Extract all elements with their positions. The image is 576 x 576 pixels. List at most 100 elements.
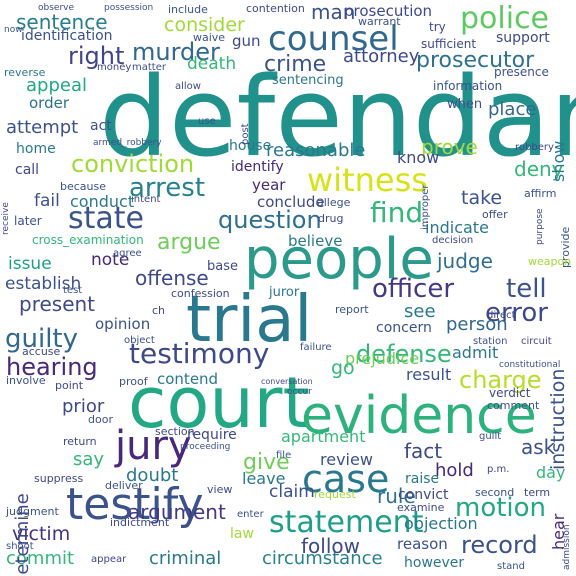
word: death <box>187 54 237 74</box>
word: indicate <box>425 218 489 237</box>
word: testify <box>66 479 204 530</box>
word: note <box>91 250 130 270</box>
word: confession <box>171 287 230 300</box>
word: jury <box>115 423 192 469</box>
word: point <box>55 379 84 392</box>
word: include <box>168 3 208 16</box>
word: claim <box>269 482 315 502</box>
word: sufficient <box>421 37 477 51</box>
word: offense <box>135 266 209 290</box>
word: because <box>60 180 107 193</box>
word: admit <box>452 343 499 362</box>
word: test <box>63 285 83 296</box>
word: affirm <box>524 187 557 200</box>
word: constitutional <box>499 360 561 370</box>
word: circumstance <box>262 548 383 569</box>
word: p.m. <box>487 464 510 475</box>
word: object <box>124 335 155 346</box>
word: see <box>404 301 436 322</box>
word: record <box>461 531 538 559</box>
word: intent <box>131 194 161 205</box>
word: indictment <box>110 516 170 529</box>
word: gun <box>232 32 261 50</box>
word: receive <box>1 202 11 235</box>
word: guilty <box>5 324 79 354</box>
word: observe <box>38 3 75 13</box>
word: person <box>446 314 508 335</box>
word: when <box>447 97 483 112</box>
word: house <box>229 138 272 154</box>
word: occur <box>287 387 312 397</box>
word: prosecution <box>344 2 433 20</box>
word: prejudice <box>345 349 420 368</box>
word: allege <box>317 196 351 209</box>
word: conclude <box>257 193 325 211</box>
word: now <box>4 25 23 35</box>
word: man <box>311 0 356 24</box>
word: stand <box>497 561 525 572</box>
word: prove <box>421 135 478 159</box>
word: however <box>404 555 465 571</box>
word: sentence <box>16 10 108 34</box>
word: hold <box>435 460 474 481</box>
word: raise <box>405 471 440 487</box>
word: agree <box>113 248 142 259</box>
word: criminal <box>149 548 222 569</box>
word: suppress <box>34 472 84 485</box>
word: verdict <box>489 386 531 400</box>
word: review <box>320 450 373 469</box>
word: police <box>460 1 550 36</box>
word: present <box>19 292 96 316</box>
word: court <box>128 362 310 444</box>
word: victim <box>12 523 71 545</box>
word: take <box>461 187 503 209</box>
word: attorney <box>343 46 420 67</box>
word: shoot <box>6 541 34 552</box>
word: fact <box>404 439 443 463</box>
word: matter <box>132 62 166 73</box>
word: offer <box>482 208 508 221</box>
word: find <box>370 196 424 229</box>
word: post <box>240 123 251 145</box>
word: report <box>335 303 369 316</box>
word: objection <box>404 514 478 533</box>
word: prosecutor <box>416 48 535 73</box>
word: fail <box>34 191 60 211</box>
word: go <box>331 357 355 379</box>
word: weapon <box>528 255 572 268</box>
word: circuit <box>521 336 552 347</box>
word: follow <box>301 534 360 558</box>
word: possession <box>104 3 154 13</box>
word: examine <box>397 501 445 514</box>
word: order <box>29 94 69 112</box>
word: comment <box>487 399 540 412</box>
word: improper <box>420 184 431 231</box>
word: prior <box>62 396 105 417</box>
word: trial <box>186 283 313 357</box>
word: contention <box>246 2 305 15</box>
word: return <box>63 435 97 448</box>
word: robbery <box>515 142 554 153</box>
word: admission <box>562 524 572 570</box>
word: deny <box>514 157 564 181</box>
word: judge <box>437 249 493 273</box>
word: establish <box>5 274 82 294</box>
word: waive <box>193 31 226 44</box>
word: statement <box>269 505 424 540</box>
word: day <box>536 463 566 482</box>
word: commit <box>6 548 75 569</box>
word: give <box>243 450 290 475</box>
word: drug <box>318 212 344 225</box>
word: reason <box>397 535 448 553</box>
word: right <box>68 42 125 70</box>
word: deliver <box>105 479 143 492</box>
word: failure <box>300 342 332 353</box>
word: sentencing <box>272 73 344 88</box>
word: argument <box>128 500 226 524</box>
word: require <box>187 427 237 443</box>
word: defense <box>356 340 452 368</box>
word: money <box>97 62 132 73</box>
word: allow <box>175 81 201 92</box>
word: warrant <box>358 15 401 28</box>
